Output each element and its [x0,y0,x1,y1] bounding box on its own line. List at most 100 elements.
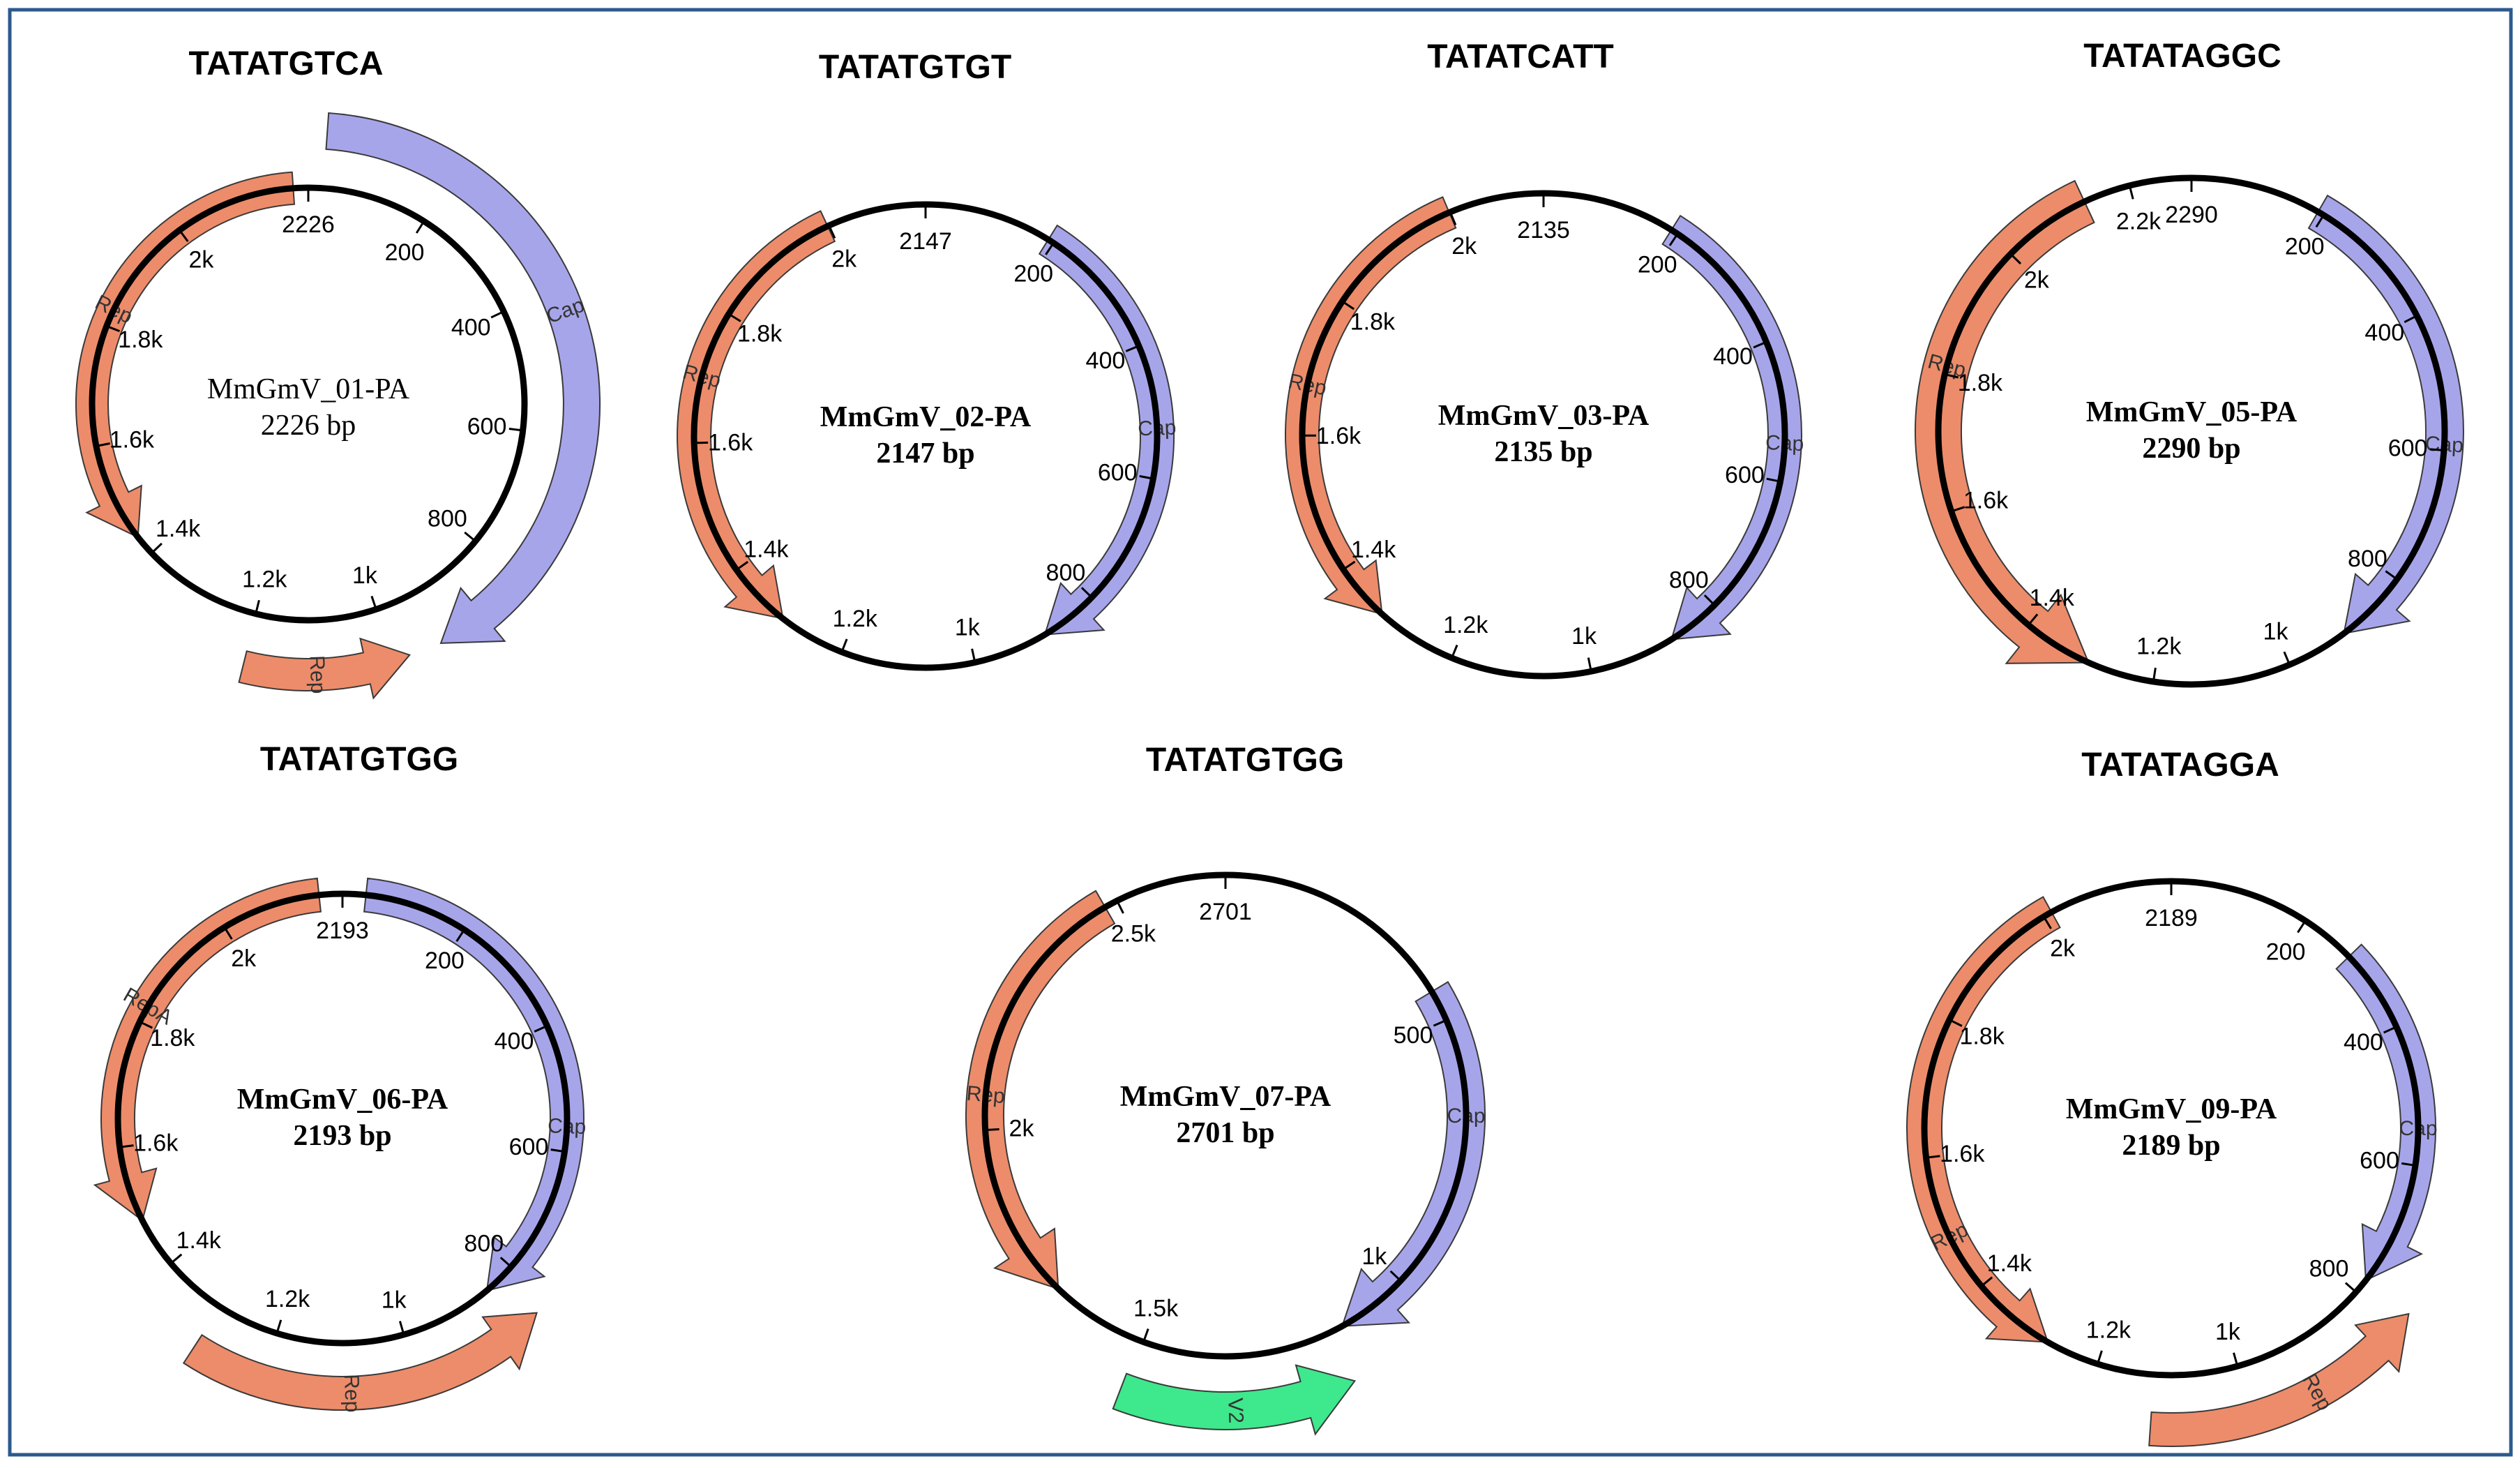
plasmid-size: 2701 bp [1176,1117,1274,1149]
tick-label: 1.6k [110,426,155,453]
tick-label: 600 [467,414,507,440]
tick-label: 1.6k [133,1130,179,1157]
plasmid-name: MmGmV_03-PA [1438,400,1650,432]
tick-label: 600 [1098,460,1138,486]
tick-label: 600 [1725,462,1765,488]
tick-label: 2k [231,945,257,972]
tick-label: 1.5k [1133,1296,1179,1322]
tick-label: 800 [464,1230,504,1257]
tick-label: 400 [2364,320,2404,346]
plasmid-name: MmGmV_07-PA [1120,1081,1331,1113]
tick-label: 1k [1361,1243,1387,1270]
tick-label: 1.4k [744,537,789,563]
tick-label: 2193 [316,918,369,944]
plasmid-name: MmGmV_06-PA [237,1084,448,1116]
plasmid-size: 2147 bp [876,437,974,470]
gene-label: V2 [1223,1398,1247,1424]
gene-label: Rep [340,1374,364,1413]
tick-mark [509,429,520,430]
tick-label: 1.2k [2136,634,2182,660]
tick-label: 800 [428,506,467,532]
tick-label: 1.8k [118,327,163,353]
tick-label: 1.6k [1940,1141,1985,1167]
tick-label: 2135 [1517,217,1570,244]
tick-label: 1.4k [1351,537,1396,563]
tick-label: 200 [2266,938,2306,965]
tick-label: 200 [425,948,465,974]
tick-label: 2226 [282,211,335,238]
tick-label: 2.5k [1111,920,1156,947]
tick-label: 200 [1013,261,1053,287]
tick-label: 1.4k [156,516,201,542]
tick-label: 1.6k [708,429,753,456]
motif-label: TATATAGGC [2083,38,2281,75]
tick-label: 1.2k [2086,1317,2132,1343]
motif-label: TATATGTGG [260,741,458,778]
plasmid-name: MmGmV_09-PA [2066,1093,2277,1125]
tick-mark [2430,449,2441,450]
plasmid-size: 2193 bp [293,1120,391,1152]
tick-label: 200 [1638,252,1677,278]
tick-label: 400 [1713,343,1753,370]
tick-label: 800 [2348,546,2387,572]
tick-label: 500 [1394,1022,1433,1049]
tick-label: 1.4k [176,1227,222,1254]
plasmid-name: MmGmV_02-PA [820,401,1032,433]
tick-label: 1k [2263,619,2289,645]
tick-label: 1.4k [2030,585,2075,611]
tick-mark [1929,1156,1940,1158]
tick-label: 1k [352,562,378,589]
tick-label: 800 [1669,567,1709,594]
tick-label: 2k [1009,1116,1035,1142]
tick-label: 1k [955,615,981,641]
motif-label: TATATGTGG [1146,742,1344,779]
tick-label: 2k [188,247,214,274]
motif-label: TATATAGGA [2081,747,2279,784]
plasmid-size: 2135 bp [1494,436,1592,468]
tick-label: 200 [2285,234,2325,260]
tick-label: 800 [2309,1255,2349,1282]
tick-label: 1.8k [1958,370,2003,396]
motif-label: TATATCATT [1427,38,1613,75]
tick-label: 1.6k [1963,488,2009,514]
tick-label: 2.2k [2116,208,2161,234]
tick-label: 2k [2050,935,2076,961]
tick-label: 600 [509,1134,549,1160]
tick-label: 200 [385,239,425,266]
plasmid-name: MmGmV_01-PA [207,373,410,405]
tick-label: 1k [382,1287,407,1314]
tick-mark [123,1146,134,1147]
tick-label: 400 [451,315,491,341]
tick-label: 1.8k [1959,1024,2005,1050]
tick-label: 1.2k [265,1286,310,1312]
tick-label: 1.2k [833,606,878,632]
tick-label: 1.8k [1350,309,1396,336]
tick-label: 1k [2215,1319,2241,1345]
tick-label: 400 [2344,1029,2383,1056]
tick-label: 1.2k [1443,612,1488,638]
tick-label: 400 [1086,347,1126,374]
plasmid-size: 2189 bp [2122,1130,2220,1162]
tick-label: 1.2k [242,566,287,592]
plasmid-size: 2290 bp [2142,433,2240,465]
tick-label: 1.8k [737,320,783,347]
gene-label: Rep [305,655,330,694]
tick-label: 800 [1046,560,1086,586]
plasmid-size: 2226 bp [261,410,356,442]
tick-label: 400 [495,1028,534,1055]
tick-label: 1.8k [150,1025,195,1051]
tick-label: 2290 [2165,202,2218,228]
tick-label: 2701 [1199,899,1252,925]
tick-label: 2k [831,246,857,273]
tick-label: 1.4k [1987,1250,2032,1277]
tick-label: 1.6k [1316,423,1361,449]
tick-label: 600 [2388,435,2428,461]
tick-label: 2k [1451,233,1477,260]
motif-label: TATATGTCA [188,45,383,82]
plasmid-name: MmGmV_05-PA [2086,396,2298,428]
tick-label: 2189 [2145,905,2198,931]
tick-label: 600 [2360,1148,2399,1174]
motif-label: TATATGTGT [819,49,1011,86]
